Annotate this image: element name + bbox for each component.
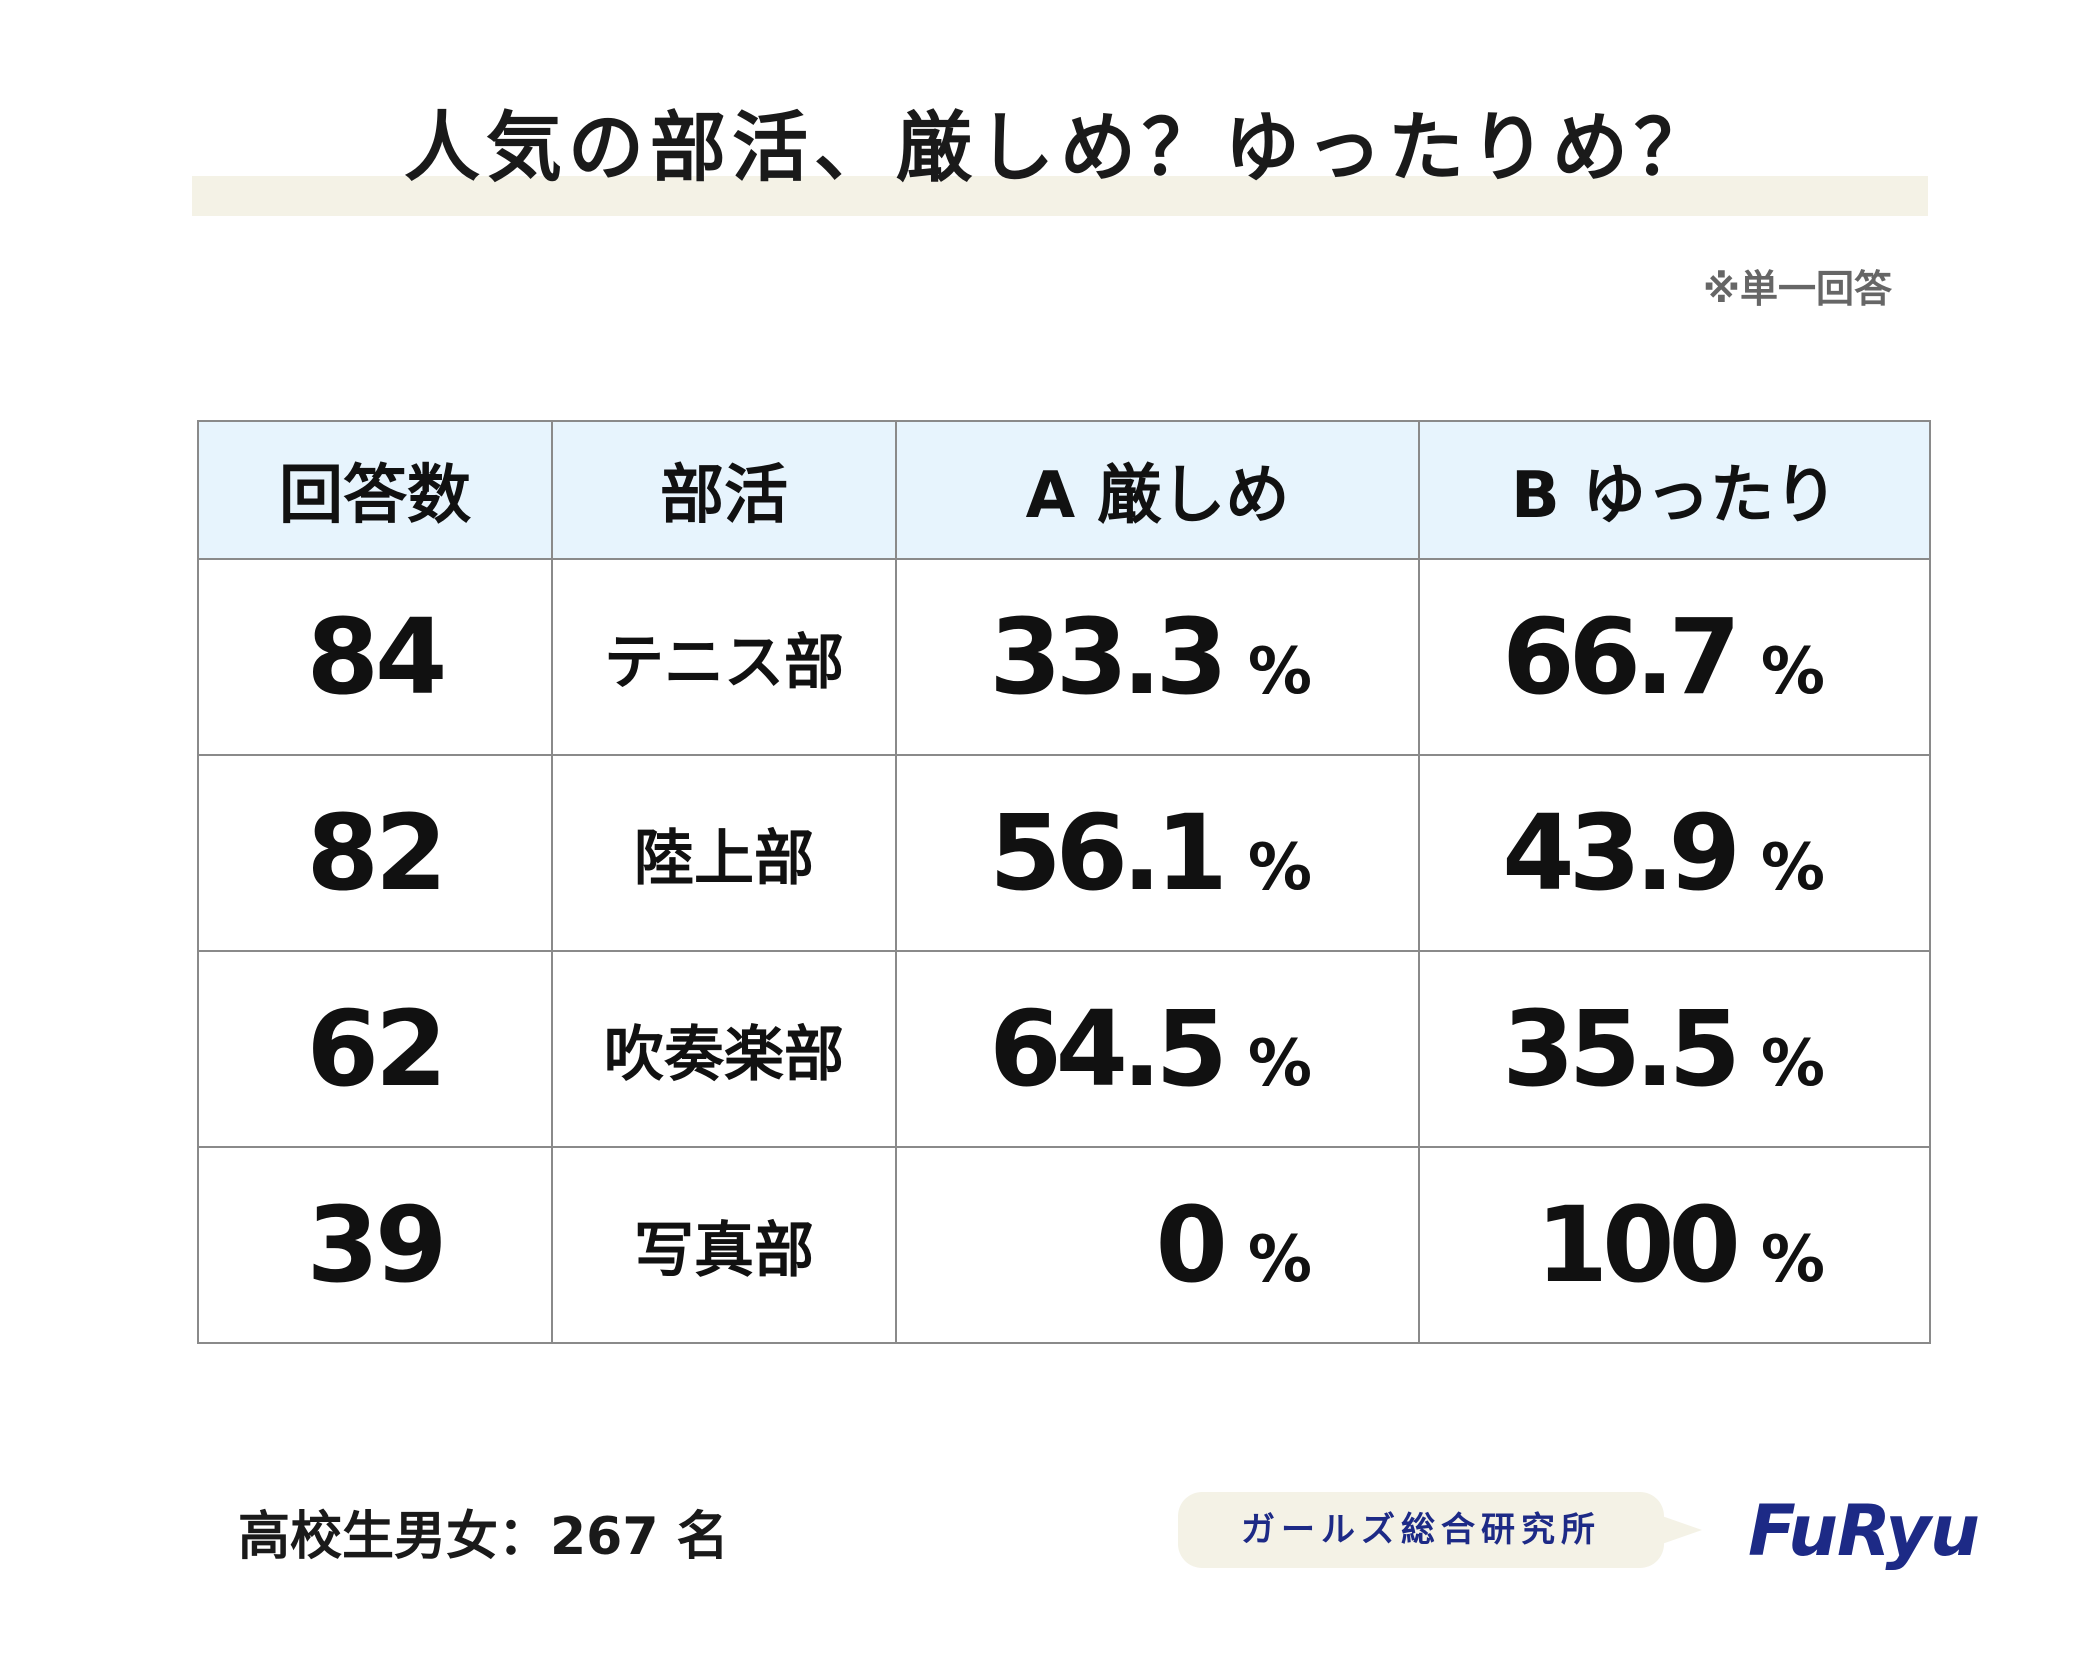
strict-value: 33.3 <box>989 596 1228 718</box>
relaxed-cell: 35.5% <box>1418 950 1931 1148</box>
club-cell: 写真部 <box>551 1146 897 1344</box>
header-strict: A 厳しめ <box>895 420 1420 560</box>
relaxed-value: 100 <box>1535 1184 1741 1306</box>
table-row: 84 テニス部 33.3% 66.7% <box>197 558 1931 756</box>
lab-name-badge: ガールズ総合研究所 <box>1178 1492 1664 1568</box>
badge-pointer <box>1662 1516 1702 1544</box>
strict-cell: 33.3% <box>895 558 1420 756</box>
count-cell: 62 <box>197 950 553 1148</box>
strict-cell: 0% <box>895 1146 1420 1344</box>
percent-unit: % <box>1247 635 1312 709</box>
strict-cell: 56.1% <box>895 754 1420 952</box>
brand-logo: FuRyu <box>1748 1490 1980 1572</box>
header-relaxed: B ゆったり <box>1418 420 1931 560</box>
page-title: 人気の部活、厳しめ？ゆったりめ？ <box>404 103 1716 192</box>
table-row: 82 陸上部 56.1% 43.9% <box>197 754 1931 952</box>
percent-unit: % <box>1247 831 1312 905</box>
relaxed-cell: 66.7% <box>1418 558 1931 756</box>
respondents-note: 高校生男女：267 名 <box>238 1507 729 1567</box>
relaxed-value: 43.9 <box>1502 792 1741 914</box>
percent-unit: % <box>1247 1223 1312 1297</box>
table-header-row: 回答数 部活 A 厳しめ B ゆったり <box>197 420 1931 560</box>
percent-unit: % <box>1247 1027 1312 1101</box>
percent-unit: % <box>1760 831 1825 905</box>
relaxed-value: 66.7 <box>1502 596 1741 718</box>
relaxed-cell: 43.9% <box>1418 754 1931 952</box>
survey-table: 回答数 部活 A 厳しめ B ゆったり 84 テニス部 33.3% 66.7% … <box>197 420 1931 1344</box>
percent-unit: % <box>1760 1027 1825 1101</box>
strict-value: 64.5 <box>989 988 1228 1110</box>
header-count: 回答数 <box>197 420 553 560</box>
strict-cell: 64.5% <box>895 950 1420 1148</box>
header-club: 部活 <box>551 420 897 560</box>
table-row: 39 写真部 0% 100% <box>197 1146 1931 1344</box>
relaxed-cell: 100% <box>1418 1146 1931 1344</box>
table-row: 62 吹奏楽部 64.5% 35.5% <box>197 950 1931 1148</box>
relaxed-value: 35.5 <box>1502 988 1741 1110</box>
answer-type-note: ※単一回答 <box>1703 267 1892 311</box>
count-cell: 39 <box>197 1146 553 1344</box>
strict-value: 0 <box>1155 1184 1228 1306</box>
percent-unit: % <box>1760 635 1825 709</box>
percent-unit: % <box>1760 1223 1825 1297</box>
count-cell: 82 <box>197 754 553 952</box>
title-underline-band <box>192 176 1928 216</box>
count-cell: 84 <box>197 558 553 756</box>
club-cell: 陸上部 <box>551 754 897 952</box>
strict-value: 56.1 <box>989 792 1228 914</box>
club-cell: テニス部 <box>551 558 897 756</box>
club-cell: 吹奏楽部 <box>551 950 897 1148</box>
